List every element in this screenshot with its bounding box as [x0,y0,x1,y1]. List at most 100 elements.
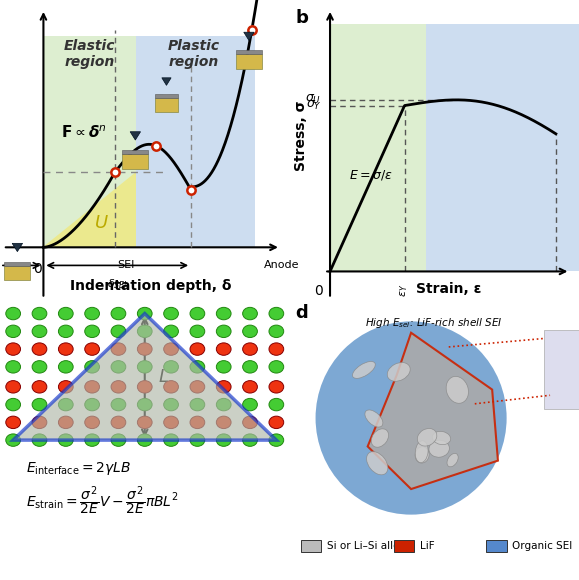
Circle shape [164,434,178,447]
Circle shape [217,343,231,356]
Circle shape [32,398,47,411]
Circle shape [190,343,205,356]
Bar [122,150,148,154]
Circle shape [164,398,178,411]
Circle shape [32,380,47,393]
Text: Elastic
region: Elastic region [64,39,115,70]
Circle shape [243,325,258,338]
Circle shape [111,398,126,411]
Circle shape [190,380,205,393]
Text: SEI: SEI [245,50,253,55]
Circle shape [137,416,152,429]
Bar [486,539,507,552]
Circle shape [85,398,100,411]
Text: $E_{\mathrm{interface}} = 2\gamma LB$: $E_{\mathrm{interface}} = 2\gamma LB$ [26,461,131,477]
Circle shape [269,434,284,447]
Bar [122,154,148,169]
Text: $\sigma_U$: $\sigma_U$ [305,93,321,106]
Ellipse shape [353,361,375,378]
Circle shape [6,325,20,338]
Circle shape [6,398,20,411]
Ellipse shape [415,441,428,463]
Circle shape [190,307,205,320]
Circle shape [243,343,258,356]
Circle shape [58,361,73,373]
Circle shape [217,307,231,320]
Ellipse shape [429,440,449,457]
Text: SEI: SEI [13,261,21,266]
Polygon shape [244,32,254,41]
Text: Anode: Anode [263,260,299,270]
Circle shape [243,307,258,320]
Text: $\sigma_Y$: $\sigma_Y$ [306,99,321,112]
Text: $\delta_{SEI}$: $\delta_{SEI}$ [107,277,127,291]
Ellipse shape [433,432,450,445]
Text: Anode: Anode [240,63,258,68]
Ellipse shape [387,362,410,381]
Circle shape [85,361,100,373]
Bar [5,266,30,281]
Polygon shape [368,333,498,489]
Text: $\mathbf{F}\propto\boldsymbol{\delta}^n$: $\mathbf{F}\propto\boldsymbol{\delta}^n$ [61,124,107,141]
Circle shape [137,434,152,447]
Circle shape [32,361,47,373]
Circle shape [32,416,47,429]
Circle shape [111,343,126,356]
Circle shape [164,361,178,373]
Circle shape [164,307,178,320]
Circle shape [6,434,20,447]
Bar [544,330,579,409]
Circle shape [85,434,100,447]
Circle shape [269,343,284,356]
Circle shape [137,325,152,338]
Circle shape [137,343,152,356]
Circle shape [111,434,126,447]
Ellipse shape [447,454,458,467]
Circle shape [85,307,100,320]
Text: Organic SEI: Organic SEI [512,541,573,551]
Bar [5,262,30,266]
Circle shape [190,416,205,429]
Bar [236,50,262,55]
Circle shape [111,361,126,373]
Circle shape [137,307,152,320]
Circle shape [164,343,178,356]
Circle shape [217,380,231,393]
Text: SEI: SEI [131,150,139,154]
Circle shape [269,325,284,338]
Circle shape [243,416,258,429]
Circle shape [243,434,258,447]
Circle shape [58,380,73,393]
Ellipse shape [417,429,437,446]
Polygon shape [12,244,23,252]
Text: $L$: $L$ [158,368,169,386]
Text: Anode: Anode [127,162,144,168]
Circle shape [217,416,231,429]
Circle shape [6,343,20,356]
Circle shape [269,361,284,373]
Circle shape [217,398,231,411]
Circle shape [217,361,231,373]
Bar [394,539,414,552]
Text: Plastic
region: Plastic region [168,39,220,70]
Ellipse shape [415,447,429,463]
Circle shape [269,307,284,320]
Circle shape [32,307,47,320]
Circle shape [243,398,258,411]
Circle shape [32,343,47,356]
Circle shape [58,416,73,429]
Text: Indentation depth, δ: Indentation depth, δ [70,278,231,292]
Text: d: d [295,304,308,322]
Circle shape [85,380,100,393]
Circle shape [217,325,231,338]
Circle shape [111,307,126,320]
Circle shape [269,416,284,429]
Circle shape [269,380,284,393]
Text: $E_{\mathrm{strain}} = \dfrac{\sigma^2}{2E}V - \dfrac{\sigma^2}{2E}\pi BL^2$: $E_{\mathrm{strain}} = \dfrac{\sigma^2}{… [26,484,179,517]
Circle shape [137,361,152,373]
Ellipse shape [446,376,468,403]
Circle shape [111,325,126,338]
Circle shape [58,398,73,411]
Circle shape [164,325,178,338]
Bar [426,24,579,271]
